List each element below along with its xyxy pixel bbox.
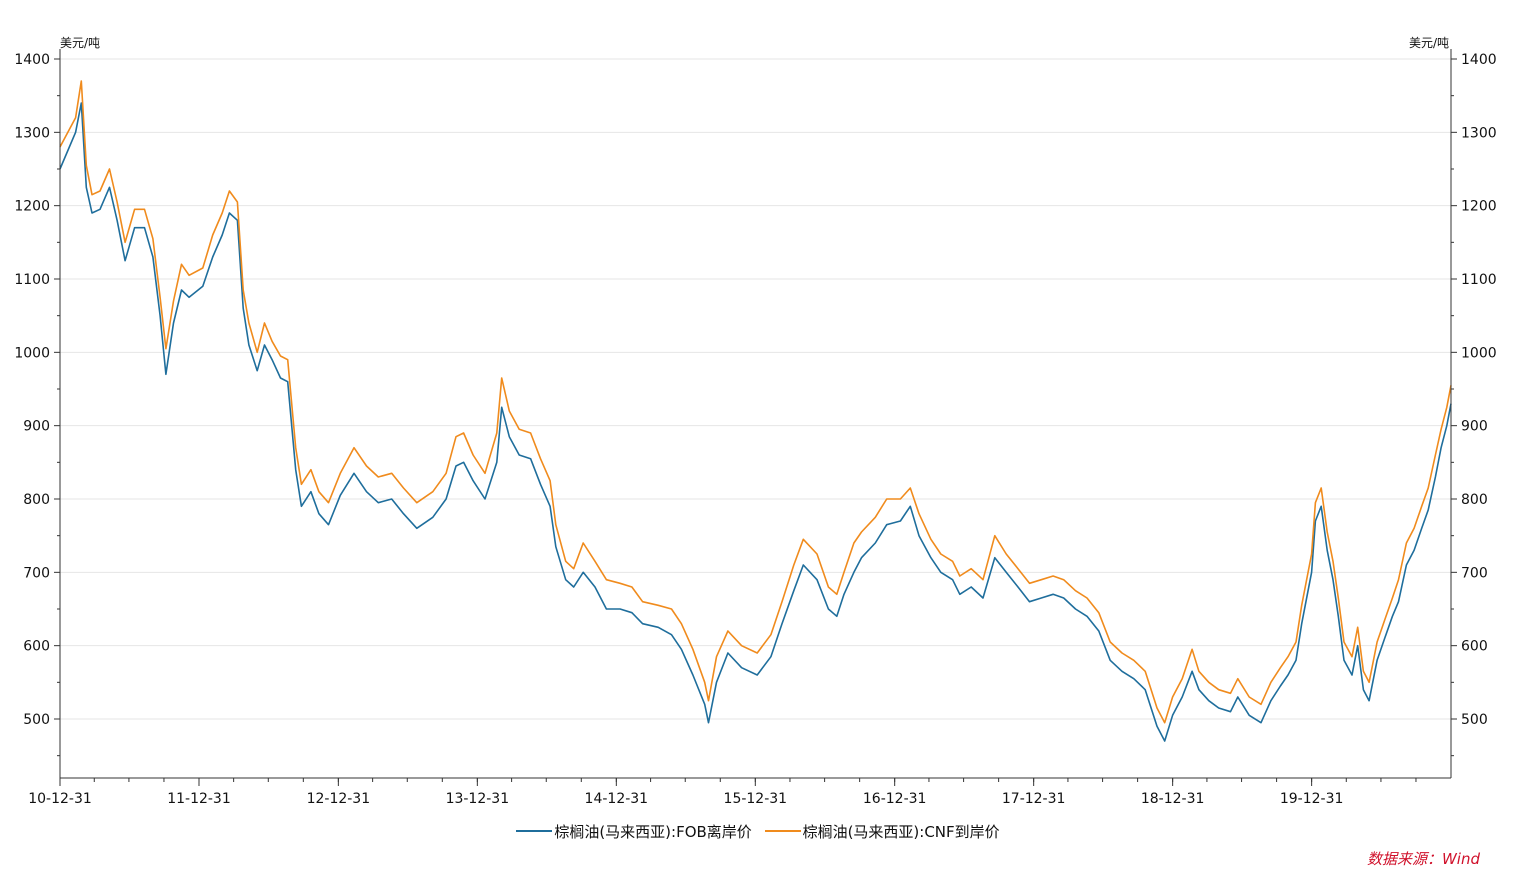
y-axis-left-unit: 美元/吨 xyxy=(60,36,100,50)
x-tick-label-1: 10-12-31 xyxy=(28,791,92,807)
x-tick-label-6: 15-12-31 xyxy=(724,791,788,807)
y-right-tick-label-900: 900 xyxy=(1461,419,1488,435)
y-left-tick-label-1200: 1200 xyxy=(14,199,50,215)
y-right-tick-label-1200: 1200 xyxy=(1461,199,1497,215)
y-right-tick-label-800: 800 xyxy=(1461,492,1488,508)
x-tick-label-10: 19-12-31 xyxy=(1280,791,1344,807)
series-line-fob xyxy=(59,102,1452,742)
x-tick-label-7: 16-12-31 xyxy=(863,791,927,807)
legend-item-cnf: 棕榈油(马来西亚):CNF到岸价 xyxy=(764,821,1000,842)
y-right-tick-label-1000: 1000 xyxy=(1461,345,1497,361)
y-axis-right-unit: 美元/吨 xyxy=(1409,36,1449,50)
data-source-note: 数据来源：Wind xyxy=(1366,850,1480,868)
series-lines xyxy=(59,80,1452,742)
y-right-tick-label-1100: 1100 xyxy=(1461,272,1497,288)
x-tick-label-8: 17-12-31 xyxy=(1002,791,1066,807)
y-left-tick-label-1400: 1400 xyxy=(14,52,50,68)
x-tick-label-3: 12-12-31 xyxy=(307,791,371,807)
y-left-tick-label-800: 800 xyxy=(23,492,50,508)
y-left-tick-label-1000: 1000 xyxy=(14,345,50,361)
y-left-tick-label-900: 900 xyxy=(23,419,50,435)
y-left-tick-label-1300: 1300 xyxy=(14,125,50,141)
y-left-tick-label-500: 500 xyxy=(23,712,50,728)
x-tick-label-2: 11-12-31 xyxy=(167,791,231,807)
y-left-tick-label-1100: 1100 xyxy=(14,272,50,288)
y-right-tick-label-1300: 1300 xyxy=(1461,125,1497,141)
x-tick-label-4: 13-12-31 xyxy=(446,791,510,807)
y-right-tick-label-700: 700 xyxy=(1461,565,1488,581)
y-left-tick-label-700: 700 xyxy=(23,565,50,581)
line-chart: 500 500 600 600 700 700 800 800 900 900 1000 1000 11… xyxy=(14,36,1497,807)
legend-label-cnf: 棕榈油(马来西亚):CNF到岸价 xyxy=(802,822,1000,841)
axes: 500 500 600 600 700 700 800 800 900 900 1000 1000 11… xyxy=(14,49,1497,807)
legend-swatch-cnf xyxy=(764,830,801,832)
y-right-tick-label-1400: 1400 xyxy=(1461,52,1497,68)
legend: 棕榈油(马来西亚):FOB离岸价 棕榈油(马来西亚):CNF到岸价 xyxy=(0,818,1516,842)
series-line-cnf xyxy=(59,80,1452,724)
x-tick-label-5: 14-12-31 xyxy=(585,791,649,807)
legend-label-fob: 棕榈油(马来西亚):FOB离岸价 xyxy=(554,822,752,841)
x-tick-label-9: 18-12-31 xyxy=(1141,791,1205,807)
y-right-tick-label-600: 600 xyxy=(1461,639,1488,655)
grid-lines xyxy=(60,58,1451,720)
y-left-tick-label-600: 600 xyxy=(23,639,50,655)
legend-swatch-fob xyxy=(516,830,553,832)
legend-item-fob: 棕榈油(马来西亚):FOB离岸价 xyxy=(516,821,752,842)
y-right-tick-label-500: 500 xyxy=(1461,712,1488,728)
